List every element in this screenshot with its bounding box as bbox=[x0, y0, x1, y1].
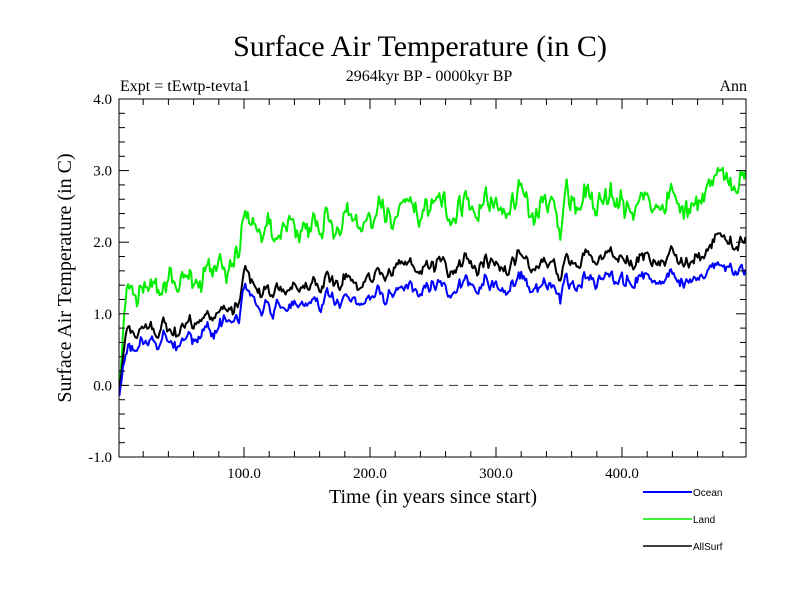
legend-label-allsurf: AllSurf bbox=[693, 542, 723, 553]
x-tick-label: 100.0 bbox=[227, 466, 261, 482]
x-tick-labels: 100.0 200.0 300.0 400.0 bbox=[227, 466, 639, 482]
y-tick-label: -1.0 bbox=[88, 450, 112, 466]
y-tick-label: 2.0 bbox=[93, 235, 112, 251]
x-tick-label: 300.0 bbox=[479, 466, 513, 482]
y-tick-label: 4.0 bbox=[93, 92, 112, 108]
x-tick-label: 200.0 bbox=[353, 466, 387, 482]
y-tick-label: 0.0 bbox=[93, 378, 112, 394]
y-axis-label: Surface Air Temperature (in C) bbox=[54, 153, 76, 402]
y-tick-label: 1.0 bbox=[93, 307, 112, 323]
experiment-label: Expt = tEwtp-tevta1 bbox=[120, 78, 250, 95]
legend: Ocean Land AllSurf bbox=[643, 488, 723, 553]
x-axis-label: Time (in years since start) bbox=[329, 486, 537, 508]
legend-label-ocean: Ocean bbox=[693, 488, 722, 499]
legend-label-land: Land bbox=[693, 515, 715, 526]
season-label: Ann bbox=[719, 78, 747, 95]
x-tick-label: 400.0 bbox=[605, 466, 639, 482]
y-tick-labels: -1.0 0.0 1.0 2.0 3.0 4.0 bbox=[88, 92, 112, 466]
plot-frame bbox=[118, 98, 747, 458]
axis-ticks bbox=[119, 98, 746, 458]
series-line-allsurf bbox=[119, 232, 746, 393]
chart-title: Surface Air Temperature (in C) bbox=[233, 30, 607, 63]
series-line-ocean bbox=[119, 261, 746, 397]
y-tick-label: 3.0 bbox=[93, 164, 112, 180]
series-layer bbox=[119, 166, 746, 397]
chart-subtitle: 2964kyr BP - 0000kyr BP bbox=[346, 68, 513, 85]
series-line-land bbox=[119, 166, 746, 393]
